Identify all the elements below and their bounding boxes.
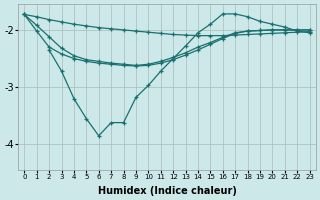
X-axis label: Humidex (Indice chaleur): Humidex (Indice chaleur) <box>98 186 236 196</box>
